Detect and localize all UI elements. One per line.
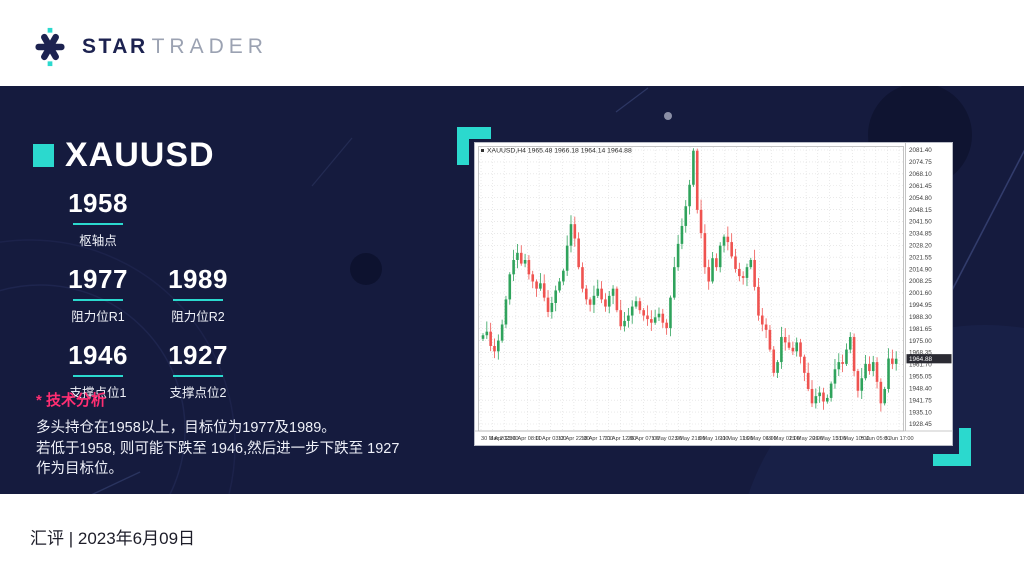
svg-text:2001.60: 2001.60 — [909, 290, 932, 297]
svg-text:1968.35: 1968.35 — [909, 350, 932, 357]
svg-text:11 May 11:00: 11 May 11:00 — [720, 436, 753, 442]
level-pivot: 1958 枢轴点 — [48, 188, 148, 249]
level-s1-label: 支撑点位1 — [69, 386, 127, 400]
svg-text:26 Apr 07:00: 26 Apr 07:00 — [628, 436, 660, 442]
svg-text:2061.45: 2061.45 — [909, 183, 932, 190]
svg-text:2034.85: 2034.85 — [909, 231, 932, 238]
level-r2-value: 1989 — [168, 264, 228, 294]
title-accent-square — [33, 144, 54, 167]
content-column: XAUUSD 1958 枢轴点 1977 阻力位R1 1989 阻力位R2 — [0, 86, 470, 494]
svg-text:21 Apr 12:00: 21 Apr 12:00 — [604, 436, 636, 442]
analysis-heading: * 技术分析 — [36, 392, 107, 409]
corner-bracket-top-left — [457, 127, 491, 165]
level-resistance-2: 1989 阻力位R2 — [148, 264, 248, 325]
svg-text:2014.90: 2014.90 — [909, 266, 932, 273]
title-row: XAUUSD — [33, 136, 215, 175]
corner-bracket-bottom-right — [933, 428, 971, 466]
dot-decoration — [664, 112, 672, 120]
svg-text:2028.20: 2028.20 — [909, 243, 932, 250]
level-s1-value: 1946 — [68, 340, 128, 370]
svg-text:1928.45: 1928.45 — [909, 421, 932, 428]
brand-name: STAR TRADER — [82, 35, 268, 59]
brand-logo: STAR TRADER — [30, 25, 268, 69]
brand-name-star: STAR — [82, 35, 148, 58]
svg-text:26 May 15:00: 26 May 15:00 — [812, 436, 846, 442]
price-chart: 2081.40 2074.75 2068.10 2061.45 2054.80 2048.… — [475, 143, 952, 445]
svg-text:2081.40: 2081.40 — [909, 147, 932, 154]
level-support-1: 1946 支撑点位1 — [48, 340, 148, 401]
level-underline — [73, 375, 123, 377]
analysis-line: 多头持仓在1958以上，目标位为1977及1989。 — [36, 420, 336, 436]
svg-text:1948.40: 1948.40 — [909, 385, 932, 392]
footer-caption: 汇评 | 2023年6月09日 — [30, 529, 196, 548]
level-underline — [173, 375, 223, 377]
svg-text:16 May 06:00: 16 May 06:00 — [743, 436, 777, 442]
candlestick-chart: 2081.40 2074.75 2068.10 2061.45 2054.80 2048.… — [475, 143, 952, 445]
svg-text:1964.88: 1964.88 — [909, 356, 933, 363]
svg-text:1975.00: 1975.00 — [909, 338, 932, 345]
svg-text:2008.25: 2008.25 — [909, 278, 932, 285]
level-pivot-value: 1958 — [68, 188, 128, 218]
svg-text:23 May 20:00: 23 May 20:00 — [789, 436, 823, 442]
level-underline — [73, 299, 123, 301]
svg-text:3 May 21:00: 3 May 21:00 — [675, 436, 706, 442]
svg-text:1941.75: 1941.75 — [909, 397, 932, 404]
level-underline — [173, 299, 223, 301]
level-pivot-label: 枢轴点 — [79, 234, 117, 248]
analysis-line: 若低于1958, 则可能下跌至 1946,然后进一步下跌至 1927 — [36, 440, 400, 457]
level-r1-value: 1977 — [68, 264, 128, 294]
svg-text:8 May 16:00: 8 May 16:00 — [698, 436, 729, 442]
analysis-line: 作为目标位。 — [36, 461, 123, 477]
svg-text:31 May 10:00: 31 May 10:00 — [836, 436, 870, 442]
svg-text:1988.30: 1988.30 — [909, 314, 932, 321]
svg-text:3 Apr 13:00: 3 Apr 13:00 — [490, 436, 519, 442]
svg-text:2021.55: 2021.55 — [909, 254, 932, 261]
svg-text:30 Mar 2023: 30 Mar 2023 — [481, 436, 512, 442]
level-r2-label: 阻力位R2 — [171, 310, 225, 324]
svg-text:1 May 02:00: 1 May 02:00 — [651, 436, 682, 442]
svg-text:6 Apr 08:00: 6 Apr 08:00 — [513, 436, 542, 442]
level-s2-label: 支撑点位2 — [169, 386, 227, 400]
svg-text:1935.10: 1935.10 — [909, 409, 932, 416]
svg-text:8 Jun 17:00: 8 Jun 17:00 — [884, 436, 913, 442]
svg-text:2041.50: 2041.50 — [909, 219, 932, 226]
level-resistance-1: 1977 阻力位R1 — [48, 264, 148, 325]
svg-text:1961.70: 1961.70 — [909, 362, 932, 369]
page-title: XAUUSD — [65, 136, 215, 174]
svg-text:1955.05: 1955.05 — [909, 374, 932, 381]
svg-text:2048.15: 2048.15 — [909, 207, 932, 214]
technical-analysis: * 技术分析 多头持仓在1958以上，目标位为1977及1989。 若低于195… — [36, 389, 456, 480]
svg-text:1981.65: 1981.65 — [909, 326, 932, 333]
footer-bar: 汇评 | 2023年6月09日 — [0, 494, 1024, 576]
svg-text:11 Apr 03:00: 11 Apr 03:00 — [535, 436, 566, 442]
brand-name-trader: TRADER — [151, 35, 268, 58]
svg-text:2074.75: 2074.75 — [909, 159, 932, 166]
level-support-2: 1927 支撑点位2 — [148, 340, 248, 401]
svg-text:5 Jun 05:00: 5 Jun 05:00 — [861, 436, 890, 442]
price-levels: 1958 枢轴点 1977 阻力位R1 1989 阻力位R2 1946 — [48, 188, 308, 401]
level-underline — [73, 223, 123, 225]
svg-text:13 Apr 22:00: 13 Apr 22:00 — [558, 436, 590, 442]
level-r1-label: 阻力位R1 — [71, 310, 125, 324]
svg-text:19 May 01:00: 19 May 01:00 — [766, 436, 800, 442]
svg-text:XAUUSD,H4 1965.48 1966.18 1964: XAUUSD,H4 1965.48 1966.18 1964.14 1964.8… — [487, 148, 632, 155]
star-logo-icon — [35, 27, 65, 67]
svg-text:2068.10: 2068.10 — [909, 171, 932, 178]
svg-text:18 Apr 17:00: 18 Apr 17:00 — [581, 436, 613, 442]
svg-text:1994.95: 1994.95 — [909, 302, 932, 309]
level-s2-value: 1927 — [168, 340, 228, 370]
header-bar: STAR TRADER — [0, 0, 1024, 86]
svg-text:2054.80: 2054.80 — [909, 195, 932, 202]
